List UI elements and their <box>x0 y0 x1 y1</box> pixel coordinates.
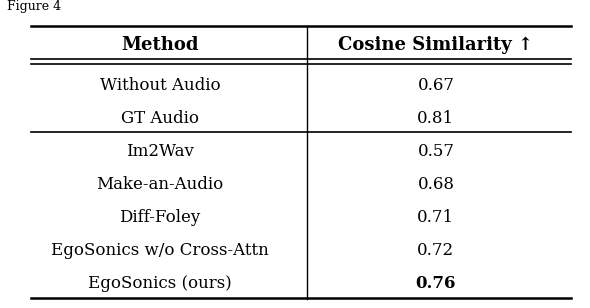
Text: Im2Wav: Im2Wav <box>126 143 194 160</box>
Text: EgoSonics w/o Cross-Attn: EgoSonics w/o Cross-Attn <box>51 242 269 259</box>
Text: Method: Method <box>121 36 199 54</box>
Text: Without Audio: Without Audio <box>100 77 220 94</box>
Text: 0.67: 0.67 <box>418 77 454 94</box>
Text: EgoSonics (ours): EgoSonics (ours) <box>88 275 232 292</box>
Text: Figure 4: Figure 4 <box>7 0 61 13</box>
Text: 0.71: 0.71 <box>417 209 454 226</box>
Text: 0.81: 0.81 <box>417 110 454 127</box>
Text: GT Audio: GT Audio <box>121 110 199 127</box>
Text: Diff-Foley: Diff-Foley <box>119 209 201 226</box>
Text: 0.76: 0.76 <box>416 275 456 292</box>
Text: 0.68: 0.68 <box>418 176 454 193</box>
Text: Cosine Similarity ↑: Cosine Similarity ↑ <box>339 36 533 54</box>
Text: 0.57: 0.57 <box>418 143 454 160</box>
Text: Make-an-Audio: Make-an-Audio <box>96 176 224 193</box>
Text: 0.72: 0.72 <box>417 242 454 259</box>
